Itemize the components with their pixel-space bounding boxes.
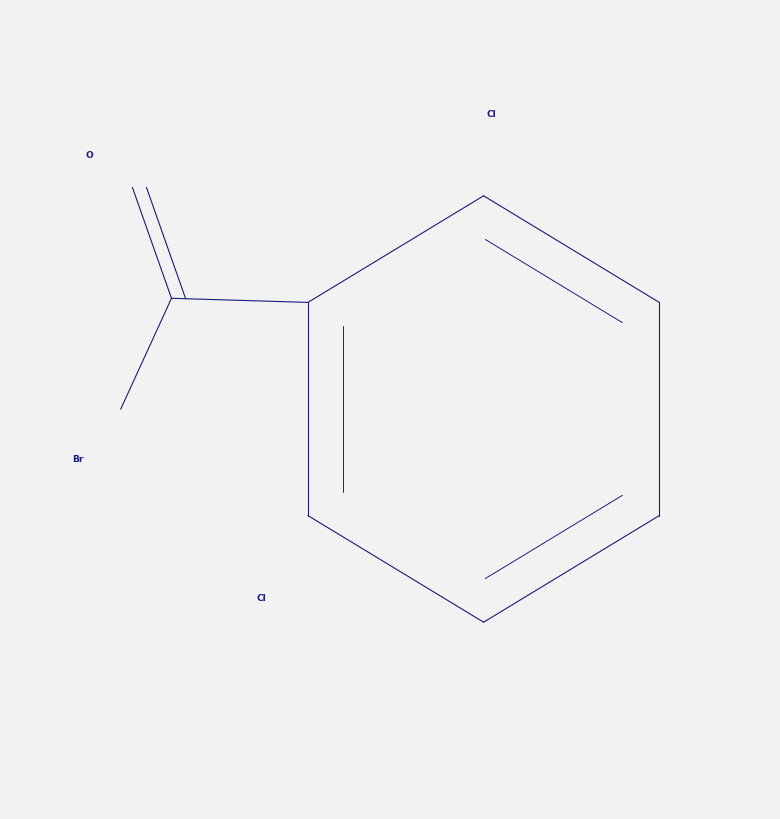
Text: Br: Br bbox=[73, 455, 83, 463]
Text: Cl: Cl bbox=[487, 111, 496, 119]
Text: O: O bbox=[86, 152, 94, 160]
Text: Cl: Cl bbox=[257, 594, 266, 602]
